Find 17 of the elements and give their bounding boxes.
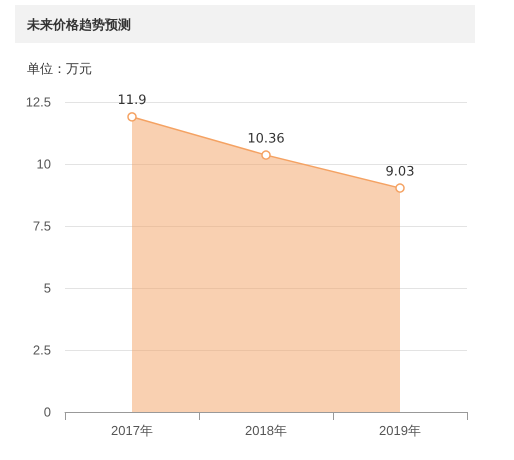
point <box>261 150 271 160</box>
y-tick-label: 5 <box>44 280 51 296</box>
point <box>127 112 137 122</box>
y-axis-title: 单位：万元 <box>27 61 92 78</box>
data-label: 10.36 <box>247 131 285 146</box>
y-tick-label: 7.5 <box>32 218 51 234</box>
x-tick-label: 2017年 <box>111 423 153 438</box>
data-label: 11.9 <box>118 93 146 108</box>
x-tick-label: 2019年 <box>379 423 421 438</box>
y-tick-label: 12.5 <box>26 94 51 110</box>
data-label: 9.03 <box>386 164 414 180</box>
y-tick-label: 2.5 <box>32 342 51 358</box>
x-tick-label: 2018年 <box>245 423 287 438</box>
y-tick-label: 0 <box>44 404 51 420</box>
y-tick-label: 10 <box>36 156 51 172</box>
chart-title: 未来价格趋势预测 <box>27 17 131 34</box>
point <box>395 183 405 193</box>
